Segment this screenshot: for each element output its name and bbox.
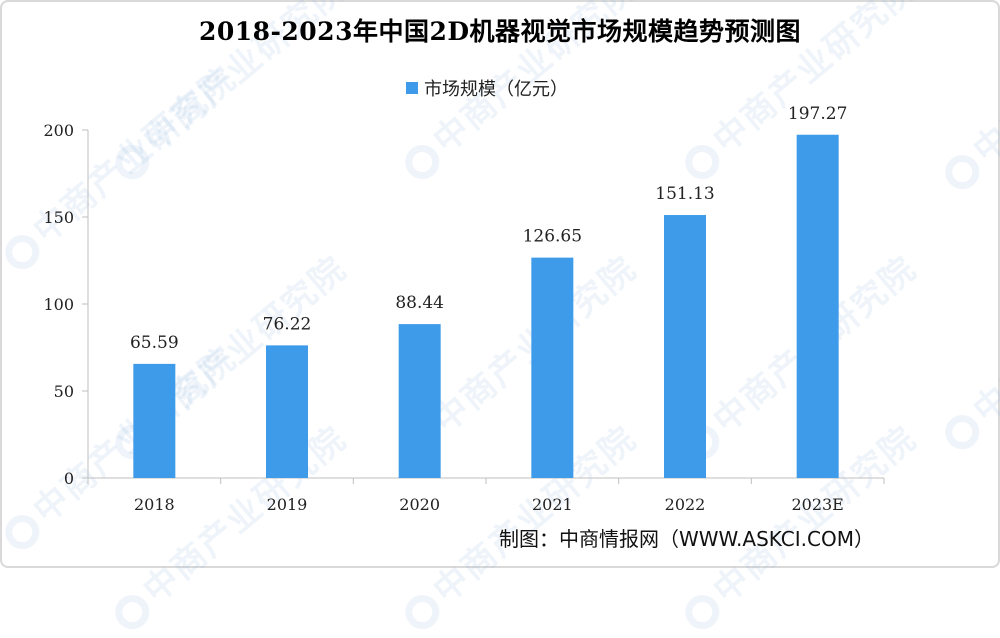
- legend-swatch: [406, 82, 418, 94]
- data-label-2023E: 197.27: [788, 104, 847, 124]
- data-label-2019: 76.22: [263, 314, 312, 334]
- data-label-2018: 65.59: [130, 333, 179, 353]
- data-label-2021: 126.65: [523, 227, 582, 247]
- y-tick-label: 100: [43, 295, 74, 314]
- x-tick-label-2019: 2019: [267, 495, 308, 514]
- watermark-logo-icon: [108, 587, 156, 636]
- y-tick-label: 50: [54, 382, 74, 401]
- chart-title: 2018-2023年中国2D机器视觉市场规模趋势预测图: [198, 17, 802, 46]
- x-tick-label-2020: 2020: [399, 495, 440, 514]
- bar-2022: [664, 215, 706, 478]
- data-label-2022: 151.13: [655, 184, 714, 204]
- bar-2021: [531, 257, 574, 478]
- x-axis: 2018 2019 2020 2021 2022 2023E: [87, 477, 885, 514]
- bars: [133, 134, 839, 479]
- bar-chart: 0 50 100 150 200 2018 2019 2020 2021 2022 2023E 6…: [43, 104, 885, 514]
- data-label-2020: 88.44: [395, 293, 444, 313]
- bar-2019: [266, 345, 308, 478]
- source-credit: 制图：中商情报网（WWW.ASKCI.COM）: [499, 527, 874, 551]
- y-tick-label: 150: [43, 208, 74, 227]
- bar-2023E: [796, 134, 839, 479]
- x-tick-label-2018: 2018: [134, 495, 175, 514]
- y-tick-label: 200: [43, 121, 74, 140]
- chart-legend: 市场规模（亿元）: [406, 76, 568, 100]
- watermark-logo-icon: [398, 587, 446, 636]
- x-tick-label-2023E: 2023E: [791, 495, 843, 514]
- watermark-logo-icon: [678, 587, 726, 636]
- x-tick-label-2022: 2022: [665, 495, 706, 514]
- data-labels: 65.59 76.22 88.44 126.65 151.13 197.27: [130, 104, 847, 353]
- x-tick-label-2021: 2021: [532, 495, 573, 514]
- y-tick-label: 0: [64, 469, 74, 488]
- y-axis: 0 50 100 150 200: [43, 121, 89, 488]
- legend-label: 市场规模（亿元）: [424, 79, 568, 100]
- bar-2018: [133, 363, 176, 478]
- bar-2020: [398, 324, 441, 478]
